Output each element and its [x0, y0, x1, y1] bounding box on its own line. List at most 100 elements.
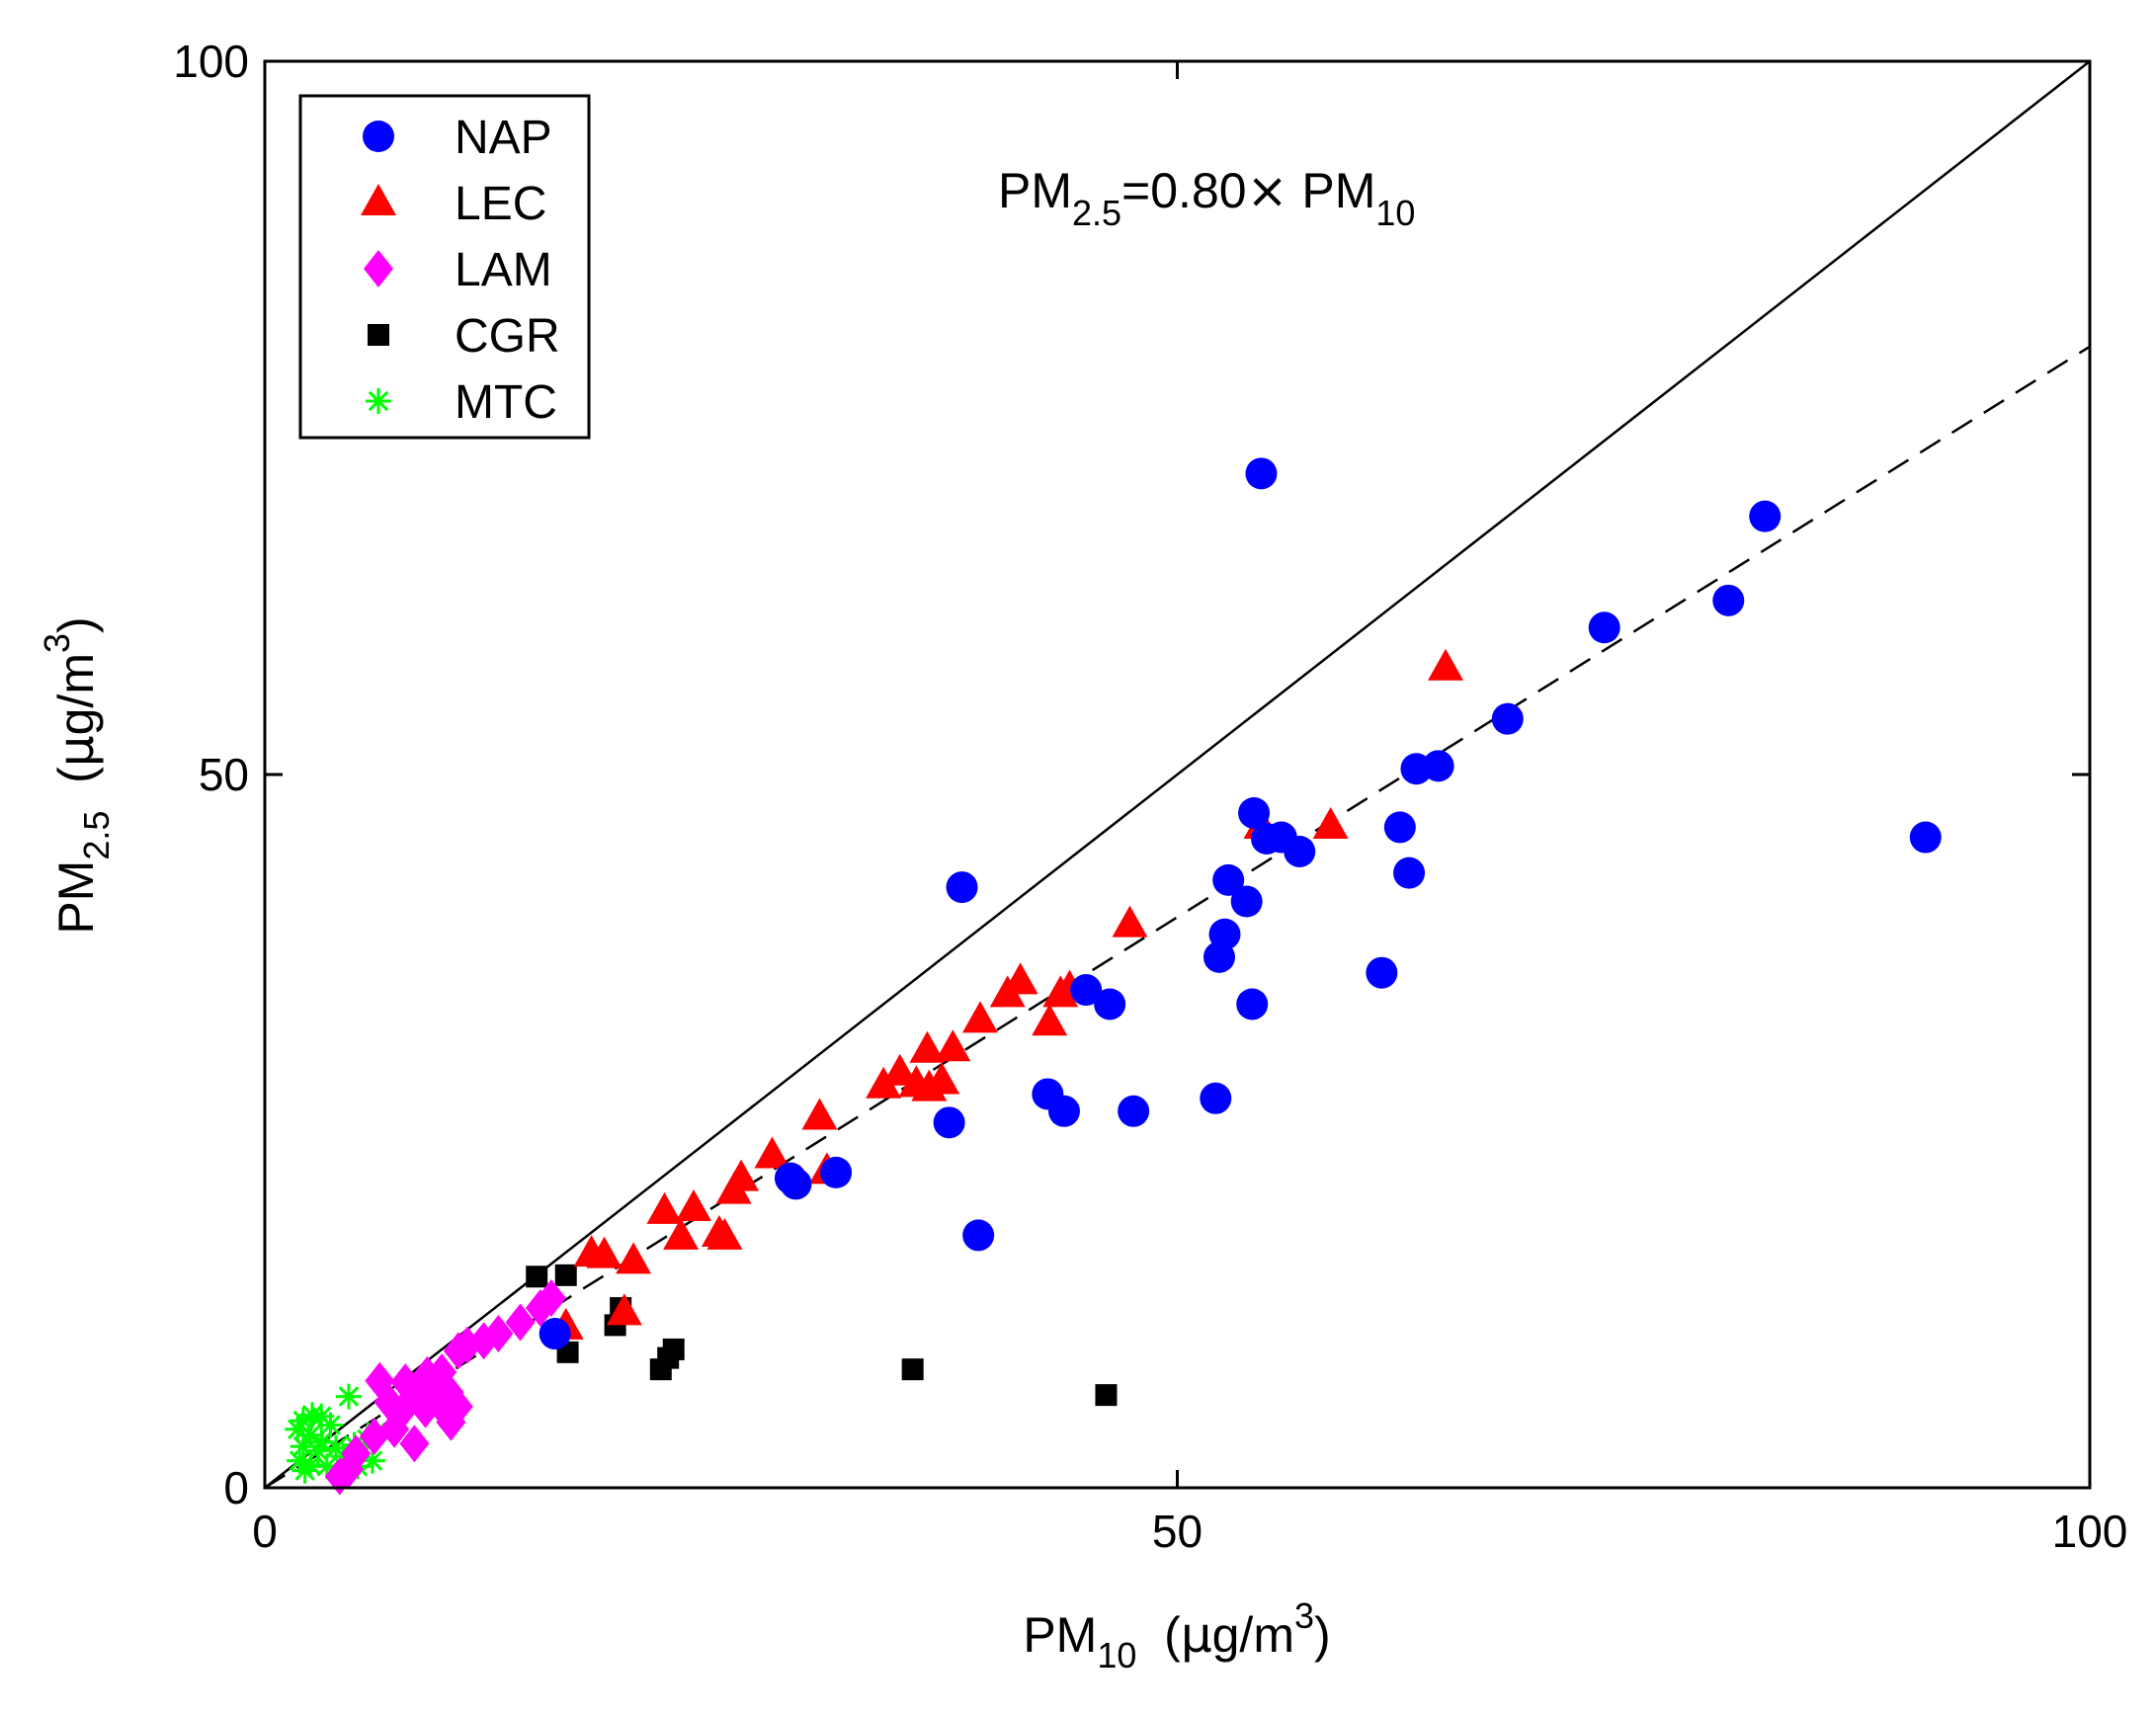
legend-items: NAP LEC LAM CGR MTC: [361, 112, 560, 429]
lam-point: [359, 1418, 389, 1456]
lec-point: [701, 1214, 737, 1247]
cgr-point: [1095, 1384, 1118, 1407]
nap-point: [1909, 821, 1942, 854]
legend-cgr-marker: [368, 324, 389, 346]
nap-point: [1230, 885, 1263, 918]
mtc-point: [291, 1457, 318, 1484]
lec-point: [606, 1293, 642, 1326]
lec-point: [646, 1191, 683, 1224]
lec-point: [1032, 1004, 1068, 1036]
lam-point: [436, 1403, 466, 1441]
mtc-point: [287, 1447, 313, 1474]
nap-point: [539, 1318, 571, 1350]
lec-point: [1042, 975, 1079, 1008]
y-tick-label: 50: [199, 749, 249, 800]
lec-point: [1312, 806, 1349, 839]
nap-point: [1712, 584, 1745, 616]
lec-point: [909, 1030, 946, 1063]
lec-point: [801, 1098, 838, 1130]
mtc-point: [359, 1447, 385, 1474]
mtc-point: [330, 1443, 357, 1470]
legend-box: [298, 94, 591, 440]
legend-lam-label: LAM: [455, 244, 552, 296]
lam-point: [324, 1457, 355, 1496]
legend-mtc-label: MTC: [455, 376, 557, 429]
nap-point: [1366, 956, 1398, 989]
nap-point: [1200, 1082, 1232, 1114]
lam-point: [505, 1303, 536, 1342]
mtc-point: [308, 1428, 335, 1455]
mtc-point: [335, 1383, 362, 1410]
nap-point: [1047, 1095, 1080, 1127]
legend-lec-label: LEC: [455, 178, 546, 230]
y-tick-label: 0: [223, 1462, 249, 1513]
lec-point: [676, 1188, 712, 1221]
cgr-point: [526, 1265, 548, 1288]
nap-point: [1118, 1095, 1150, 1127]
lam-point: [410, 1390, 441, 1428]
nap-point: [933, 1106, 965, 1139]
nap-point: [1202, 940, 1235, 973]
legend-lec-marker: [361, 184, 396, 215]
axis-ticks: 0 50 100 0 50 100: [173, 36, 2127, 1557]
lec-point: [616, 1242, 652, 1274]
lec-point: [866, 1066, 902, 1099]
x-tick-label: 50: [1152, 1506, 1202, 1557]
lec-point: [935, 1029, 971, 1062]
nap-point: [1245, 457, 1278, 490]
lec-point: [1428, 648, 1464, 681]
nap-point: [820, 1156, 853, 1188]
legend-nap-label: NAP: [455, 112, 552, 164]
nap-point: [1238, 796, 1271, 829]
lam-point: [525, 1289, 555, 1328]
lec-point: [573, 1235, 610, 1267]
legend-nap-marker: [363, 121, 394, 152]
lam-point: [443, 1332, 473, 1370]
nap-point: [1284, 835, 1316, 867]
mtc-point: [290, 1433, 316, 1460]
lam-point: [399, 1425, 430, 1463]
nap-point: [1383, 811, 1416, 844]
mtc-point: [285, 1416, 311, 1442]
nap-point: [1422, 750, 1454, 782]
x-tick-label: 0: [252, 1506, 278, 1557]
nap-point: [1749, 500, 1782, 532]
nap-point: [1588, 612, 1620, 644]
y-tick-label: 100: [173, 36, 249, 87]
legend: NAP LEC LAM CGR MTC: [298, 94, 591, 440]
x-tick-label: 100: [2052, 1506, 2128, 1557]
legend-lam-marker: [364, 250, 393, 287]
lec-point: [1112, 905, 1148, 938]
nap-point: [1491, 702, 1524, 735]
nap-point: [1094, 988, 1126, 1020]
data-markers: [285, 457, 1942, 1496]
mtc-point: [297, 1422, 324, 1448]
y-axis-label: PM2.5 (μg/m3): [37, 616, 117, 934]
reference-lines: [264, 60, 2091, 1490]
identity-line: [264, 60, 2091, 1489]
lec-point: [754, 1136, 790, 1169]
fit-equation-annotation: PM2.5=0.80× PM10: [998, 162, 1415, 233]
cgr-point: [649, 1358, 672, 1381]
cgr-point: [554, 1264, 577, 1286]
lec-point: [962, 1001, 999, 1033]
lec-point: [663, 1217, 700, 1250]
lec-point: [881, 1053, 918, 1086]
mtc-point: [313, 1453, 340, 1480]
mtc-point: [290, 1408, 316, 1434]
mtc-point: [304, 1437, 331, 1464]
mtc-point: [317, 1412, 344, 1438]
nap-point: [774, 1162, 806, 1194]
nap-point: [1393, 857, 1426, 889]
lec-point: [989, 975, 1026, 1008]
x-axis-label: PM10 (μg/m3): [1023, 1595, 1330, 1675]
nap-point: [1236, 988, 1269, 1020]
nap-point: [962, 1219, 995, 1252]
fit-line: [264, 345, 2091, 1490]
nap-point: [1212, 863, 1245, 896]
legend-cgr-label: CGR: [455, 310, 560, 363]
nap-point: [1070, 974, 1103, 1007]
lec-point: [715, 1172, 752, 1204]
legend-mtc-marker: [366, 388, 391, 414]
